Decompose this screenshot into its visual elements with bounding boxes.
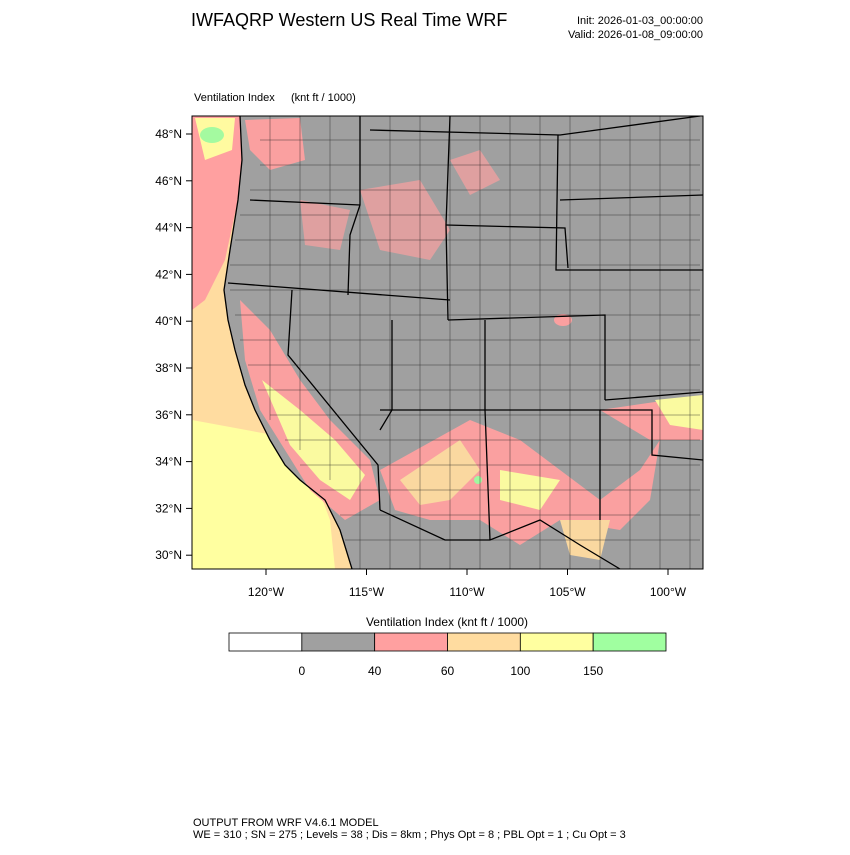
footer-line: WE = 310 ; SN = 275 ; Levels = 38 ; Dis … [193,829,626,841]
colorbar-box [592,632,667,652]
lon-label: 120°W [248,585,285,599]
footer-line: OUTPUT FROM WRF V4.6.1 MODEL [193,817,379,829]
lat-label: 40°N [155,314,182,328]
colorbar-box [519,632,594,652]
colorbar-tick-label: 60 [441,664,455,678]
lat-label: 46°N [155,174,182,188]
valid-time: Valid: 2026-01-08_09:00:00 [568,29,703,41]
map [192,116,703,569]
colorbar-tick-label: 100 [510,664,530,678]
axes: 48°N 46°N 44°N 42°N 40°N 38°N 36°N 34°N 32°N 30°N… [155,127,687,599]
colorbar-box [374,632,448,652]
colorbar-box [301,632,376,652]
lat-label: 48°N [155,127,182,141]
title: IWFAQRP Western US Real Time WRF [191,10,507,30]
lon-label: 105°W [549,585,586,599]
lat-label: 34°N [155,455,182,469]
colorbar-tick-label: 40 [368,664,382,678]
lat-label: 36°N [155,408,182,422]
lon-label: 100°W [650,585,687,599]
colorbar-tick-label: 0 [298,664,305,678]
colorbar-tick-label: 150 [583,664,603,678]
lat-label: 32°N [155,501,182,515]
lat-label: 30°N [155,548,182,562]
init-time: Init: 2026-01-03_00:00:00 [577,15,703,27]
field-name: Ventilation Index [194,92,275,104]
lat-label: 42°N [155,267,182,281]
field-units: (knt ft / 1000) [291,92,356,104]
colorbar-label: Ventilation Index (knt ft / 1000) [366,615,528,629]
lat-label: 44°N [155,221,182,235]
colorbar-box [228,632,303,652]
lon-label: 115°W [349,585,385,599]
lon-label: 110°W [449,585,485,599]
colorbar: 0 40 60 100 150 [228,632,667,678]
lat-label: 38°N [155,361,182,375]
colorbar-box [447,632,521,652]
map-frame [191,115,704,570]
